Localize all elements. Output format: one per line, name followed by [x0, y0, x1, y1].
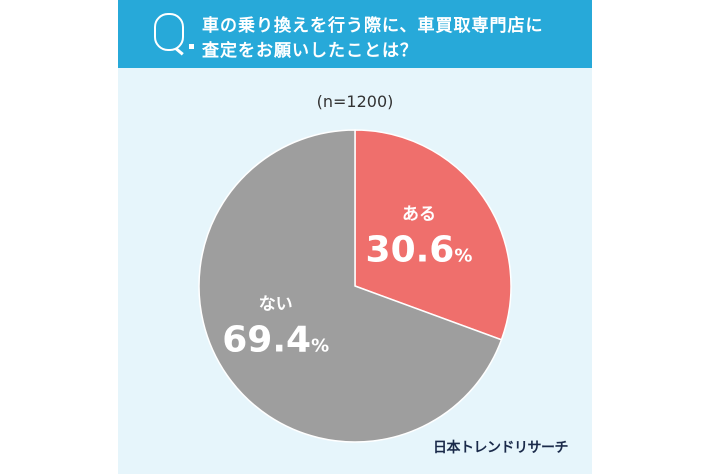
- pie-chart: ある 30.6% ない 69.4%: [198, 129, 512, 443]
- brand-logo: 日本トレンドリサーチ: [433, 440, 569, 456]
- question-header: 車の乗り換えを行う際に、車買取専門店に 査定をお願いしたことは？: [118, 0, 592, 68]
- slice-label: ない: [259, 294, 293, 314]
- question-line-1: 車の乗り換えを行う際に、車買取専門店に: [202, 16, 544, 36]
- question-line-2: 査定をお願いしたことは？: [202, 41, 418, 61]
- q-dot-icon: [189, 44, 194, 49]
- q-icon: [154, 13, 184, 51]
- slice-value: 69.4%: [222, 319, 329, 360]
- slice-label: ある: [402, 204, 436, 224]
- chart-panel: 車の乗り換えを行う際に、車買取専門店に 査定をお願いしたことは？ (n=1200…: [118, 0, 592, 474]
- pie-slice-1: [198, 129, 503, 443]
- sample-size: (n=1200): [316, 92, 394, 111]
- slice-value: 30.6%: [366, 229, 473, 270]
- pie-slice-0: [354, 129, 512, 341]
